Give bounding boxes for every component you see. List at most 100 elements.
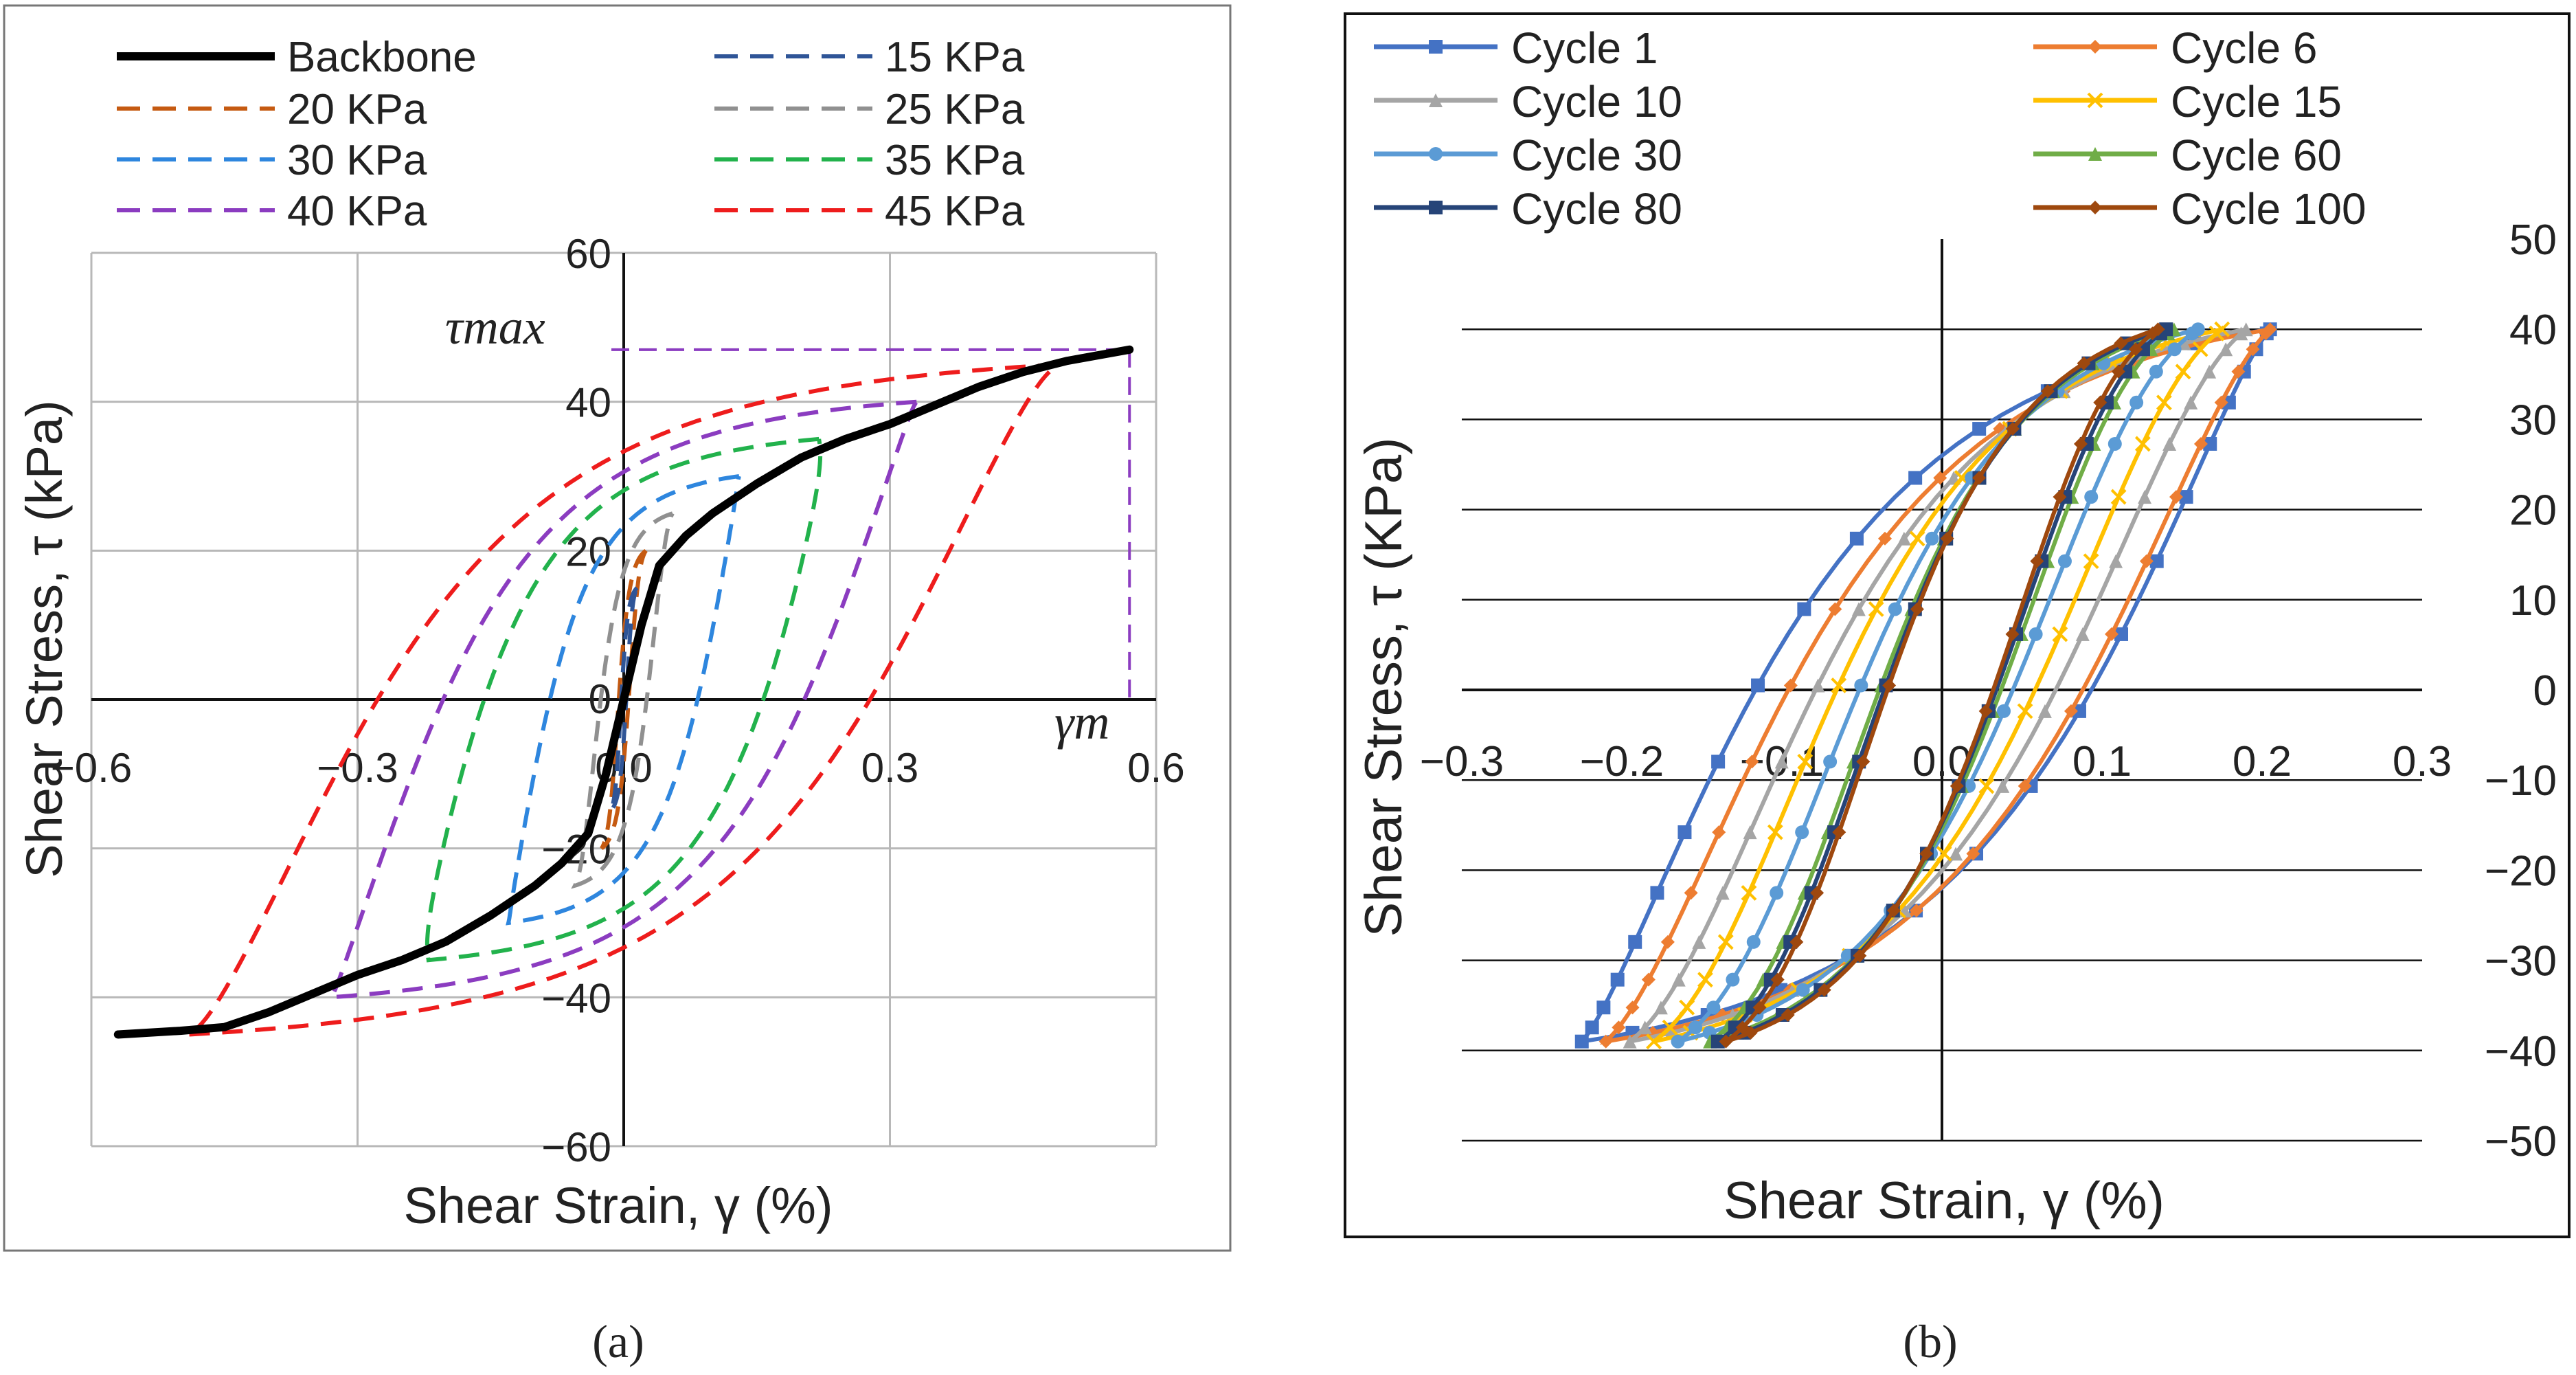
data-marker [1646,1033,1662,1050]
data-marker [2156,394,2172,411]
legend-item-cycle-10: Cycle 10 [1374,77,1682,126]
data-marker [1910,602,1924,616]
series-cycle-100 [1719,322,2165,1049]
legend-item-cycle-30: Cycle 30 [1374,131,1682,180]
data-marker [1598,1034,1613,1049]
legend-item-cycle-60: Cycle 60 [2033,131,2342,180]
data-marker [2202,364,2217,379]
b-y-tick-label: 50 [2509,216,2557,264]
data-marker [1719,1034,1733,1049]
data-marker [1828,602,1842,616]
panel-b-y-axis-label: Shear Stress, τ (KPa) [1355,438,1413,937]
data-marker [2234,326,2248,341]
data-marker [1774,754,1789,769]
b-x-tick-label: 0.2 [2233,738,2292,785]
panel-a-caption: (a) [592,1315,644,1367]
panel-b-axes [1462,239,2422,1142]
b-x-tick-label: −0.3 [1420,738,1504,785]
legend-label: 45 KPa [885,188,1025,235]
data-marker [1853,948,1867,963]
legend-label: 40 KPa [287,188,427,235]
panel-b: −0.3−0.2−0.10.00.10.20.350403020100−10−2… [1344,12,2571,1238]
data-marker [1711,754,1726,769]
data-marker [2083,553,2099,570]
data-marker [1789,935,1804,949]
data-marker [2145,326,2160,341]
data-marker [1612,1020,1626,1035]
data-marker [1796,983,1810,997]
data-marker [1743,825,1757,840]
data-marker [1710,1034,1725,1049]
data-marker [1679,999,1695,1016]
data-marker [1623,1034,1637,1049]
data-marker [1978,704,1993,718]
data-marker [2114,336,2128,350]
data-marker [1628,935,1642,949]
data-marker [1810,886,1824,900]
data-marker [2246,342,2260,357]
data-marker [1429,147,1443,161]
data-marker [1684,886,1698,900]
data-marker [1897,531,1911,546]
legend-item-25-kpa: 25 KPa [714,86,1025,133]
data-marker [1832,825,1846,840]
panel-b-tick-labels: −0.3−0.2−0.10.00.10.20.350403020100−10−2… [1420,216,2557,1165]
loop-20-kpa [600,549,648,850]
data-marker [2073,436,2088,451]
data-marker [2057,554,2072,568]
data-marker [1770,972,1785,987]
data-marker [1940,531,1954,546]
loop-40-kpa [326,399,918,1000]
panel-a-y-axis-label: Shear Stress, τ (kPa) [16,400,73,877]
data-marker [2203,436,2217,451]
data-marker [2139,554,2154,568]
b-y-tick-label: 20 [2509,487,2557,535]
data-marker [2017,703,2033,719]
backbone-curve [113,345,1134,1039]
data-marker [1783,678,1798,693]
data-marker [1650,886,1664,900]
data-marker [2129,342,2143,357]
data-marker [2149,554,2164,568]
data-marker [1671,1034,1685,1049]
data-marker [1888,602,1902,616]
data-marker [2029,627,2043,641]
legend-label: Cycle 10 [1511,77,1682,126]
data-marker [1767,824,1783,840]
data-marker [1429,201,1443,214]
data-marker [1925,531,1939,546]
data-marker [2167,342,2182,357]
data-marker [1692,935,1706,949]
data-marker [1933,471,1947,485]
data-marker [2208,325,2225,342]
data-marker [1909,530,1925,547]
data-marker [1878,531,1893,546]
data-marker [1823,754,1838,769]
data-marker [1966,847,1980,861]
data-marker [1886,904,1901,918]
data-marker [1743,1025,1758,1040]
data-marker [2222,395,2236,410]
data-marker [1429,93,1443,107]
b-y-tick-label: 30 [2509,396,2557,444]
legend-item-cycle-6: Cycle 6 [2033,23,2317,73]
panel-b-series [1574,321,2277,1050]
legend-label: Cycle 6 [2171,23,2317,73]
data-marker [1671,972,1686,987]
panel-b-x-axis-label: Shear Strain, γ (%) [1724,1172,2165,1230]
data-marker [1746,935,1761,949]
data-marker [1610,972,1625,987]
tau-max-annotation: τmax [445,300,545,355]
data-marker [1978,778,1995,794]
data-marker [2192,341,2208,357]
data-marker [1726,972,1740,987]
data-marker [1797,602,1811,616]
data-marker [1745,754,1759,769]
data-marker [1849,531,1864,546]
data-marker [2175,364,2191,380]
data-marker [2064,704,2078,718]
data-marker [1972,471,1987,485]
data-marker [1936,845,1952,862]
legend-item-40-kpa: 40 KPa [117,188,427,235]
